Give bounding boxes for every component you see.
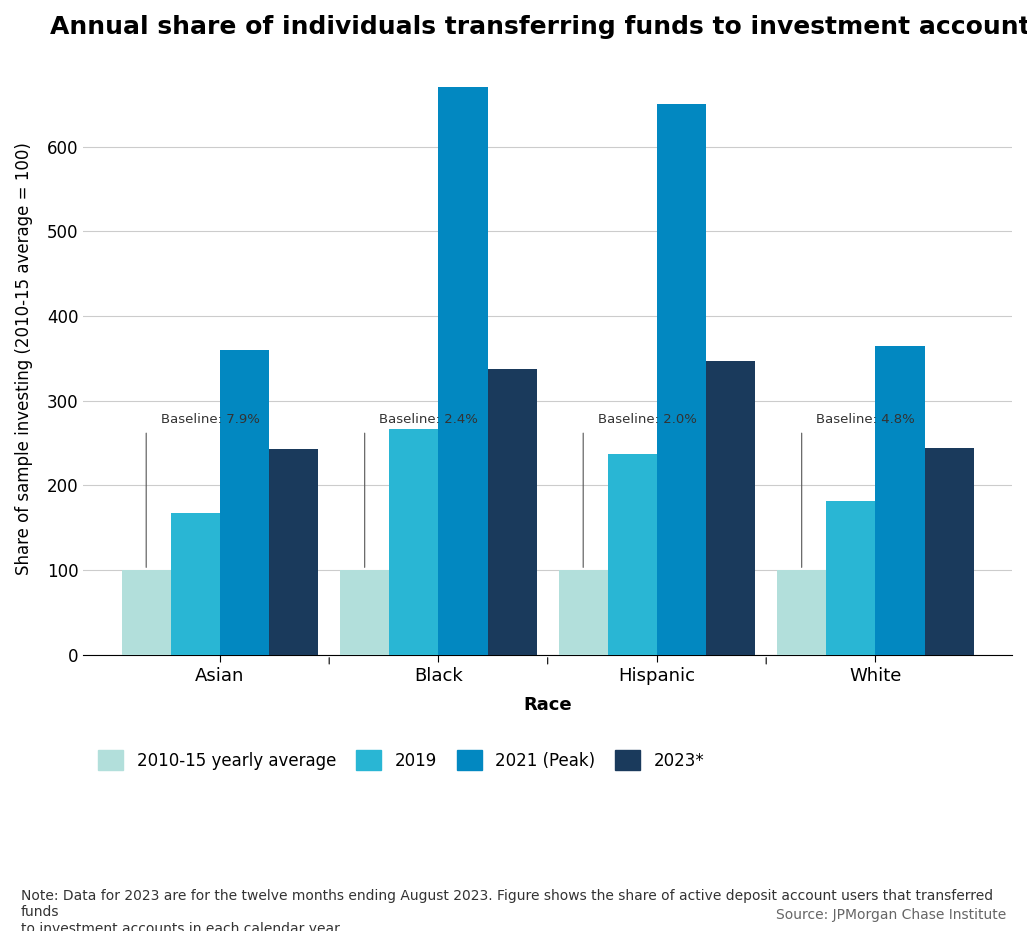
Bar: [707, 361, 755, 654]
Bar: [777, 570, 827, 654]
Bar: [439, 88, 488, 654]
Bar: [340, 570, 389, 654]
Bar: [488, 369, 537, 654]
Bar: [170, 513, 220, 654]
Legend: 2010-15 yearly average, 2019, 2021 (Peak), 2023*: 2010-15 yearly average, 2019, 2021 (Peak…: [91, 743, 711, 777]
Text: Baseline: 7.9%: Baseline: 7.9%: [161, 413, 260, 426]
Text: Baseline: 4.8%: Baseline: 4.8%: [816, 413, 915, 426]
Bar: [220, 350, 269, 654]
Bar: [924, 448, 974, 654]
Text: Baseline: 2.4%: Baseline: 2.4%: [379, 413, 479, 426]
Bar: [389, 428, 439, 654]
Bar: [875, 345, 924, 654]
Bar: [559, 570, 608, 654]
Bar: [608, 454, 657, 654]
Text: Note: Data for 2023 are for the twelve months ending August 2023. Figure shows t: Note: Data for 2023 are for the twelve m…: [21, 889, 993, 931]
Text: Source: JPMorgan Chase Institute: Source: JPMorgan Chase Institute: [776, 908, 1006, 922]
Title: Annual share of individuals transferring funds to investment accounts: Annual share of individuals transferring…: [50, 15, 1027, 39]
Bar: [269, 449, 318, 654]
Bar: [657, 104, 707, 654]
Text: Baseline: 2.0%: Baseline: 2.0%: [598, 413, 696, 426]
Bar: [121, 570, 170, 654]
X-axis label: Race: Race: [524, 695, 572, 714]
Y-axis label: Share of sample investing (2010-15 average = 100): Share of sample investing (2010-15 avera…: [15, 142, 33, 574]
Bar: [827, 501, 875, 654]
